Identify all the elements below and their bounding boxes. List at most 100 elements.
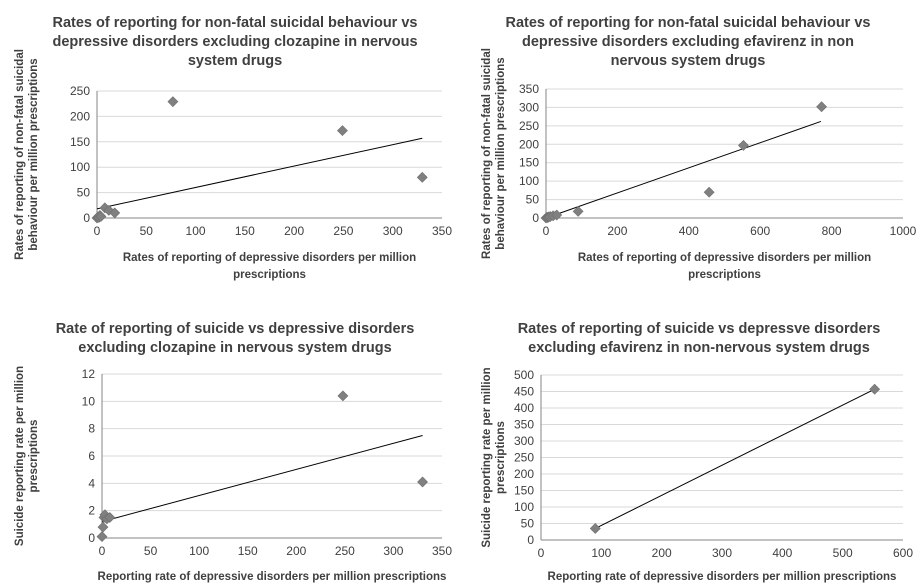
y-tick-label: 250 bbox=[70, 84, 90, 98]
x-axis-label: Reporting rate of depressive disorders p… bbox=[98, 571, 447, 583]
y-tick-label: 350 bbox=[519, 82, 539, 96]
y-tick-label: 6 bbox=[88, 449, 95, 463]
data-point bbox=[737, 139, 749, 151]
chart-title-line: nervous system drugs bbox=[610, 53, 766, 70]
data-point bbox=[572, 205, 584, 217]
y-tick-label: 150 bbox=[519, 156, 539, 170]
y-axis-label: Suicide reporting rate per million bbox=[14, 366, 26, 546]
trendline bbox=[545, 120, 822, 219]
y-tick-label: 10 bbox=[82, 394, 96, 408]
data-point bbox=[96, 531, 108, 543]
x-tick-label: 400 bbox=[679, 224, 699, 238]
y-tick-label: 200 bbox=[514, 467, 534, 481]
y-axis-label: Rates of reporting of non-fatal suicidal bbox=[481, 48, 493, 259]
x-tick-label: 1000 bbox=[890, 224, 917, 238]
x-tick-label: 200 bbox=[607, 224, 627, 238]
x-tick-label: 250 bbox=[333, 224, 353, 238]
chart-title: Rates of reporting for non-fatal suicida… bbox=[468, 14, 908, 71]
data-point bbox=[97, 521, 109, 533]
y-tick-label: 350 bbox=[514, 418, 534, 432]
x-tick-label: 200 bbox=[652, 546, 672, 560]
y-tick-label: 12 bbox=[82, 367, 96, 381]
y-tick-label: 8 bbox=[88, 422, 95, 436]
x-tick-label: 100 bbox=[591, 546, 611, 560]
y-tick-label: 0 bbox=[88, 531, 95, 545]
y-tick-label: 2 bbox=[88, 504, 95, 518]
y-tick-label: 50 bbox=[526, 193, 540, 207]
data-point bbox=[816, 101, 828, 113]
x-tick-label: 300 bbox=[383, 224, 403, 238]
chart-title-line: depressive disorders excluding clozapine… bbox=[52, 34, 418, 51]
chart-title-line: depressive disorders excluding efavirenz… bbox=[522, 34, 854, 51]
x-tick-label: 300 bbox=[712, 546, 732, 560]
x-tick-label: 600 bbox=[893, 546, 913, 560]
y-tick-label: 0 bbox=[532, 211, 539, 225]
trendline bbox=[96, 137, 423, 210]
chart-title: Rates of reporting for non-fatal suicida… bbox=[20, 14, 450, 71]
y-tick-label: 200 bbox=[519, 137, 539, 151]
chart-title-line: Rate of reporting of suicide vs depressi… bbox=[55, 321, 415, 337]
x-tick-label: 0 bbox=[538, 546, 545, 560]
x-tick-label: 400 bbox=[772, 546, 792, 560]
y-tick-label: 50 bbox=[521, 517, 535, 531]
data-point bbox=[109, 207, 121, 219]
trendline bbox=[101, 435, 423, 523]
y-axis-label: behaviour per million prescriptions bbox=[28, 58, 40, 250]
data-point bbox=[589, 523, 601, 534]
x-tick-label: 100 bbox=[186, 224, 206, 238]
y-tick-label: 4 bbox=[88, 476, 95, 490]
data-point bbox=[104, 512, 116, 523]
x-tick-label: 50 bbox=[144, 544, 158, 558]
x-tick-label: 800 bbox=[822, 224, 842, 238]
chart-title-line: Rates of reporting for non-fatal suicida… bbox=[52, 15, 418, 31]
y-tick-label: 250 bbox=[514, 451, 534, 465]
x-tick-label: 0 bbox=[543, 224, 550, 238]
y-tick-label: 200 bbox=[70, 109, 90, 123]
x-axis-label: Rates of reporting of depressive disorde… bbox=[123, 252, 416, 264]
y-tick-label: 0 bbox=[83, 211, 90, 225]
chart-title-line: excluding efavirenz in non-nervous syste… bbox=[528, 340, 870, 357]
x-tick-label: 300 bbox=[383, 544, 403, 558]
x-axis-label: Rates of reporting of depressive disorde… bbox=[578, 252, 871, 264]
y-tick-label: 400 bbox=[514, 401, 534, 415]
y-tick-label: 300 bbox=[519, 100, 539, 114]
y-tick-label: 50 bbox=[77, 186, 91, 200]
data-point bbox=[337, 390, 349, 402]
x-tick-label: 0 bbox=[99, 544, 106, 558]
y-axis-label: Rates of reporting of non-fatal suicidal bbox=[14, 49, 26, 260]
chart-title: Rates of reporting of suicide vs depress… bbox=[484, 320, 914, 358]
data-point bbox=[551, 209, 563, 221]
y-tick-label: 450 bbox=[514, 385, 534, 399]
data-point bbox=[869, 383, 881, 395]
chart-title-line: excluding clozapine in nervous system dr… bbox=[78, 340, 392, 357]
chart-title-line: system drugs bbox=[187, 53, 283, 70]
x-tick-label: 350 bbox=[432, 544, 452, 558]
x-tick-label: 250 bbox=[335, 544, 355, 558]
x-tick-label: 500 bbox=[833, 546, 853, 560]
y-tick-label: 100 bbox=[514, 500, 534, 514]
chart-title-line: Rates of reporting of suicide vs depress… bbox=[517, 321, 881, 337]
y-axis-label: prescriptions bbox=[28, 420, 40, 493]
data-point bbox=[337, 125, 348, 137]
x-tick-label: 200 bbox=[284, 224, 304, 238]
y-tick-label: 150 bbox=[514, 484, 534, 498]
data-point bbox=[167, 96, 179, 108]
x-tick-label: 600 bbox=[750, 224, 770, 238]
y-tick-label: 150 bbox=[70, 135, 90, 149]
y-axis-label: Suicide reporting rate per million bbox=[481, 367, 493, 547]
y-tick-label: 100 bbox=[70, 160, 90, 174]
x-tick-label: 350 bbox=[432, 224, 452, 238]
chart-title: Rate of reporting of suicide vs depressi… bbox=[20, 320, 450, 358]
y-tick-label: 0 bbox=[527, 533, 534, 547]
x-axis-label: prescriptions bbox=[233, 269, 306, 281]
x-tick-label: 100 bbox=[189, 544, 209, 558]
x-axis-label: Reporting rate of depressive disorders p… bbox=[548, 571, 897, 583]
data-point bbox=[95, 211, 107, 222]
y-tick-label: 300 bbox=[514, 434, 534, 448]
y-tick-label: 250 bbox=[519, 119, 539, 133]
y-axis-label: prescriptions bbox=[495, 421, 507, 494]
